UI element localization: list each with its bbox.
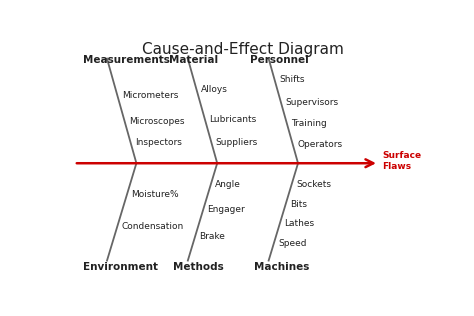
Text: Microscopes: Microscopes: [129, 117, 184, 126]
Text: Cause-and-Effect Diagram: Cause-and-Effect Diagram: [142, 42, 344, 57]
Text: Training: Training: [291, 119, 327, 128]
Text: Suppliers: Suppliers: [216, 138, 258, 147]
Text: Operators: Operators: [297, 140, 342, 149]
Text: Engager: Engager: [208, 205, 245, 215]
Text: Personnel: Personnel: [250, 55, 309, 65]
Text: Bits: Bits: [290, 200, 307, 209]
Text: Supervisors: Supervisors: [285, 98, 338, 107]
Text: Methods: Methods: [173, 262, 224, 271]
Text: Alloys: Alloys: [201, 86, 228, 94]
Text: Measurements: Measurements: [83, 55, 170, 65]
Text: Speed: Speed: [278, 239, 307, 247]
Text: Machines: Machines: [254, 262, 310, 271]
Text: Angle: Angle: [215, 180, 241, 189]
Text: Lathes: Lathes: [284, 219, 314, 228]
Text: Brake: Brake: [200, 232, 226, 241]
Text: Surface
Flaws: Surface Flaws: [383, 151, 422, 171]
Text: Sockets: Sockets: [296, 180, 331, 189]
Text: Shifts: Shifts: [279, 75, 304, 84]
Text: Environment: Environment: [83, 262, 158, 271]
Text: Condensation: Condensation: [122, 222, 184, 231]
Text: Micrometers: Micrometers: [122, 91, 178, 100]
Text: Moisture%: Moisture%: [131, 190, 179, 199]
Text: Inspectors: Inspectors: [135, 138, 182, 147]
Text: Lubricants: Lubricants: [210, 115, 256, 124]
Text: Material: Material: [169, 55, 219, 65]
